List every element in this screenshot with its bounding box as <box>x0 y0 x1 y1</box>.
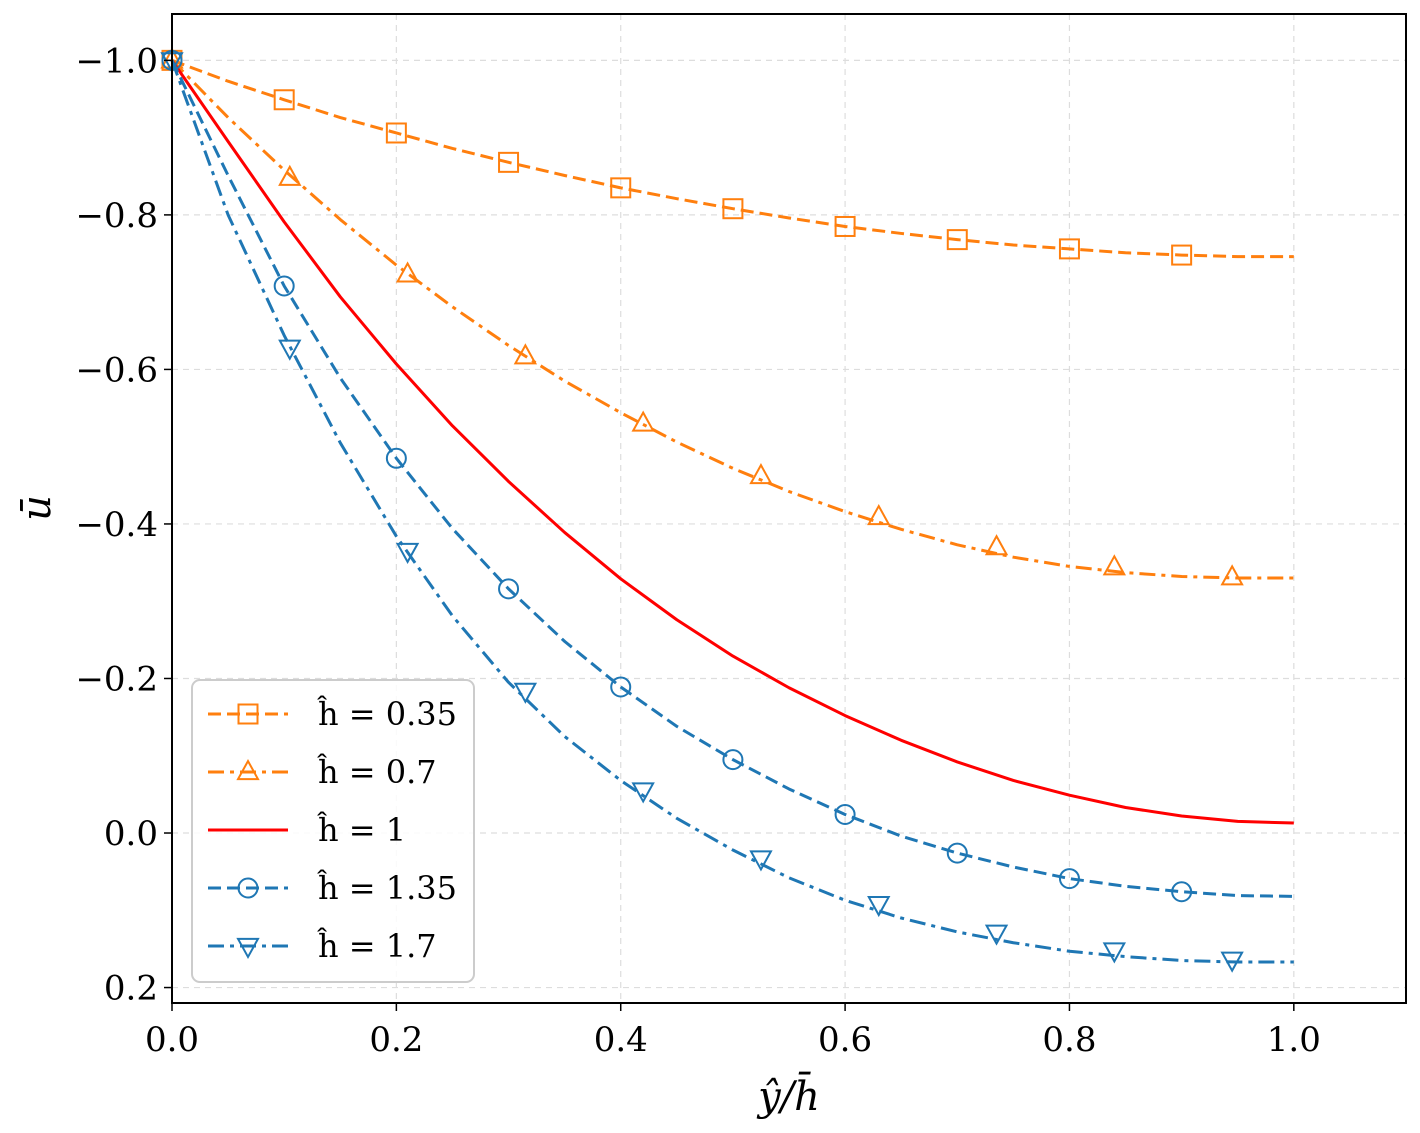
square-marker <box>722 198 744 220</box>
series-5 <box>160 52 1294 973</box>
series-line <box>170 59 1294 580</box>
circle-marker <box>722 749 744 771</box>
x-tick-label: 0.6 <box>818 1020 872 1060</box>
x-tick-label: 0.8 <box>1042 1020 1096 1060</box>
triangle-up-marker <box>631 410 655 432</box>
series-1 <box>161 49 1294 266</box>
y-tick-label: 0.0 <box>104 814 158 854</box>
triangle-down-marker <box>395 542 420 564</box>
x-tick-label: 0.0 <box>145 1020 199 1060</box>
series-layer <box>160 47 1294 973</box>
circle-marker <box>273 275 295 297</box>
series-line <box>171 58 1294 259</box>
series-line <box>170 59 1294 964</box>
square-marker <box>273 89 295 111</box>
triangle-down-marker <box>867 895 891 918</box>
y-axis-label: ū <box>14 495 60 521</box>
square-marker <box>1171 244 1193 266</box>
legend-label: ĥ = 1.35 <box>317 869 457 907</box>
y-tick-label: −0.2 <box>75 659 158 699</box>
circle-marker <box>237 877 259 899</box>
triangle-up-marker <box>513 343 538 365</box>
circle-marker <box>385 447 407 469</box>
legend-label: ĥ = 0.7 <box>317 753 437 791</box>
circle-marker <box>1171 881 1193 903</box>
x-tick-label: 0.2 <box>369 1020 423 1060</box>
triangle-up-marker <box>1220 564 1244 586</box>
circle-marker <box>498 578 520 600</box>
legend-label: ĥ = 1 <box>317 811 406 849</box>
triangle-down-marker <box>984 924 1009 946</box>
circle-marker <box>1058 868 1080 890</box>
tick-labels: 0.0 0.2 0.4 0.6 0.8 1.0 −1.0 −0.8 −0.6 −0.4 −0.2 0.… <box>75 41 1320 1060</box>
y-tick-label: 0.2 <box>104 969 158 1009</box>
x-tick-label: 1.0 <box>1267 1020 1321 1060</box>
legend-label: ĥ = 1.7 <box>317 927 437 965</box>
x-tick-label: 0.4 <box>594 1020 648 1060</box>
legend-box <box>191 679 475 983</box>
square-marker <box>610 177 632 199</box>
y-tick-label: −1.0 <box>75 41 158 81</box>
square-marker <box>834 215 856 237</box>
series-3 <box>170 59 1294 825</box>
square-marker <box>946 229 968 251</box>
series-line <box>170 59 1294 825</box>
legend: ĥ = 0.35 ĥ = 0.7 ĥ = 1 ĥ = 1.35 ĥ = 1.7 <box>191 679 475 983</box>
legend-item: ĥ = 0.35 <box>208 695 457 733</box>
y-tick-label: −0.8 <box>75 196 158 236</box>
y-tick-label: −0.4 <box>75 505 158 545</box>
triangle-up-marker <box>867 504 891 526</box>
legend-item: ĥ = 1.35 <box>208 869 457 907</box>
square-marker <box>385 122 407 144</box>
square-marker <box>498 151 520 173</box>
triangle-down-marker <box>1102 942 1126 964</box>
triangle-up-marker <box>236 759 260 781</box>
ticks <box>164 59 1295 1011</box>
triangle-down-marker <box>631 782 655 804</box>
legend-item: ĥ = 0.7 <box>208 753 437 791</box>
triangle-down-marker <box>236 937 260 959</box>
circle-marker <box>610 676 632 698</box>
series-2 <box>160 47 1294 586</box>
legend-item: ĥ = 1 <box>208 811 406 849</box>
triangle-up-marker <box>278 164 302 186</box>
circle-marker <box>834 803 856 825</box>
triangle-down-marker <box>513 682 538 704</box>
circle-marker <box>946 842 968 864</box>
triangle-up-marker <box>1102 554 1126 576</box>
legend-item: ĥ = 1.7 <box>208 927 437 965</box>
series-4 <box>161 49 1294 903</box>
series-line <box>170 59 1294 898</box>
x-axis-label: ŷ/h̄ <box>756 1071 820 1120</box>
legend-label: ĥ = 0.35 <box>317 695 457 733</box>
triangle-up-marker <box>749 463 773 485</box>
triangle-up-marker <box>395 261 420 283</box>
grid <box>171 14 1406 1003</box>
square-marker <box>1058 238 1080 260</box>
triangle-down-marker <box>749 850 773 872</box>
triangle-up-marker <box>984 534 1009 556</box>
square-marker <box>237 703 259 725</box>
triangle-down-marker <box>278 339 302 361</box>
plot-frame <box>171 13 1407 1004</box>
triangle-down-marker <box>1220 951 1244 973</box>
y-tick-label: −0.6 <box>75 350 158 390</box>
